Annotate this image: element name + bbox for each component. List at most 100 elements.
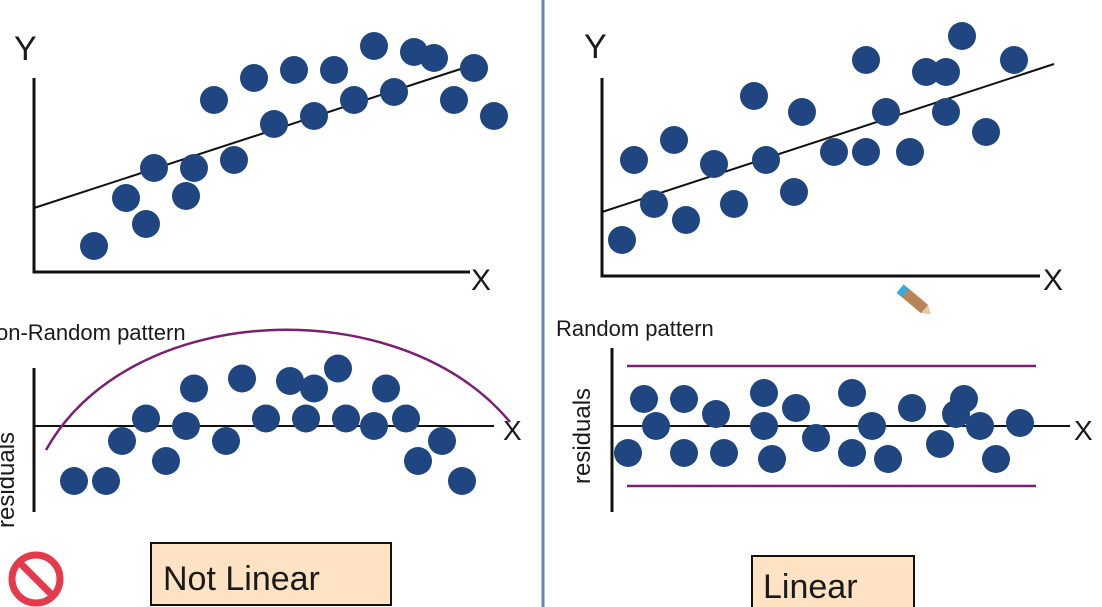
left-residual-point-4 [132, 404, 160, 433]
left-pattern-label: on-Random pattern [0, 320, 186, 345]
right-residual-x-label: X [1074, 415, 1093, 446]
left-residual-point-10 [252, 404, 280, 433]
right-residual-point-7 [710, 439, 738, 467]
not-linear-verdict: Not Linear [150, 542, 392, 606]
right-residual-point-16 [874, 445, 902, 473]
left-residual-point-3 [108, 427, 136, 455]
left-scatter-point-19 [440, 86, 468, 114]
left-residual-point-2 [92, 467, 120, 495]
left-scatter-point-16 [380, 78, 408, 106]
left-scatter-point-4 [140, 154, 168, 182]
left-residual-plot: on-Random pattern X residuals [0, 320, 522, 528]
right-scatter-point-5 [672, 206, 700, 234]
right-scatter-point-10 [780, 178, 808, 206]
right-residual-point-3 [642, 412, 670, 440]
left-scatter-point-21 [480, 102, 508, 130]
left-residual-point-17 [372, 374, 400, 403]
right-residual-point-5 [670, 439, 698, 467]
right-residual-points [614, 379, 1034, 473]
right-scatter-point-14 [852, 138, 880, 166]
right-scatter-point-16 [896, 138, 924, 166]
not-linear-label: Not Linear [163, 560, 320, 598]
left-scatter-point-5 [172, 182, 200, 210]
right-scatter-point-20 [948, 22, 976, 50]
left-residual-point-13 [300, 374, 328, 403]
left-residual-point-15 [332, 404, 360, 433]
right-scatter-point-9 [752, 146, 780, 174]
left-residual-point-1 [60, 467, 88, 495]
right-residual-point-11 [782, 394, 810, 422]
right-residual-point-14 [838, 439, 866, 467]
left-curved-trend [44, 328, 511, 451]
right-residual-point-22 [982, 445, 1010, 473]
right-scatter-point-19 [932, 98, 960, 126]
right-residual-point-9 [750, 412, 778, 440]
right-scatter-point-1 [608, 226, 636, 254]
left-scatter-point-13 [320, 56, 348, 84]
right-residual-point-23 [1006, 409, 1034, 437]
left-residual-point-6 [172, 412, 200, 440]
right-residual-y-label: residuals [569, 388, 596, 484]
right-pattern-label: Random pattern [556, 316, 714, 341]
left-scatter-point-2 [112, 184, 140, 212]
right-scatter-point-3 [640, 190, 668, 218]
right-scatter-plot: Y X [584, 22, 1063, 297]
right-residual-point-20 [950, 385, 978, 413]
left-scatter-point-20 [460, 54, 488, 82]
right-scatter-point-11 [788, 98, 816, 126]
left-residual-point-20 [428, 427, 456, 455]
left-scatter-point-3 [132, 210, 160, 238]
left-scatter-point-8 [220, 146, 248, 174]
right-residual-point-2 [630, 385, 658, 413]
left-scatter-point-14 [340, 86, 368, 114]
left-residual-point-18 [392, 404, 420, 433]
left-scatter-point-11 [280, 56, 308, 84]
left-scatter-point-7 [200, 86, 228, 114]
right-scatter-point-13 [852, 46, 880, 74]
right-scatter-point-8 [740, 82, 768, 110]
left-residual-point-19 [404, 447, 432, 475]
right-residual-point-4 [670, 385, 698, 413]
left-scatter-point-6 [180, 154, 208, 182]
right-scatter-point-15 [872, 98, 900, 126]
right-scatter-point-7 [720, 190, 748, 218]
right-residual-point-18 [926, 430, 954, 458]
left-residual-x-label: X [503, 415, 522, 446]
left-residual-point-16 [360, 412, 388, 440]
right-scatter-point-17 [912, 58, 940, 86]
right-residual-point-15 [858, 412, 886, 440]
left-residual-point-8 [212, 427, 240, 455]
linear-verdict: Linear [751, 555, 915, 607]
right-y-axis-label: Y [584, 28, 607, 66]
left-scatter-point-1 [80, 232, 108, 260]
right-scatter-point-21 [972, 118, 1000, 146]
right-residual-point-8 [750, 379, 778, 407]
left-residual-point-14 [324, 354, 352, 383]
left-x-axis-label: X [471, 264, 491, 297]
right-scatter-point-18 [932, 58, 960, 86]
right-residual-point-17 [898, 394, 926, 422]
left-residual-point-11 [276, 367, 304, 395]
right-residual-plot: Random pattern X residuals [556, 316, 1093, 512]
left-residual-points [60, 354, 476, 495]
left-residual-point-9 [228, 364, 256, 393]
left-scatter-plot: Y X [14, 30, 508, 297]
right-scatter-point-6 [700, 150, 728, 178]
left-scatter-point-9 [240, 64, 268, 92]
right-residual-point-12 [802, 424, 830, 452]
right-scatter-points [608, 22, 1028, 254]
left-scatter-point-10 [260, 110, 288, 138]
right-residual-point-21 [966, 412, 994, 440]
linear-label: Linear [763, 568, 858, 606]
right-residual-point-10 [758, 445, 786, 473]
right-scatter-axes [600, 78, 1040, 278]
right-scatter-point-2 [620, 146, 648, 174]
right-residual-point-13 [838, 379, 866, 407]
left-y-axis-label: Y [14, 30, 37, 68]
left-scatter-point-15 [360, 32, 388, 60]
right-residual-point-1 [614, 439, 642, 467]
left-residual-y-label: residuals [0, 432, 20, 528]
left-scatter-points [80, 32, 508, 260]
left-scatter-point-18 [420, 44, 448, 72]
